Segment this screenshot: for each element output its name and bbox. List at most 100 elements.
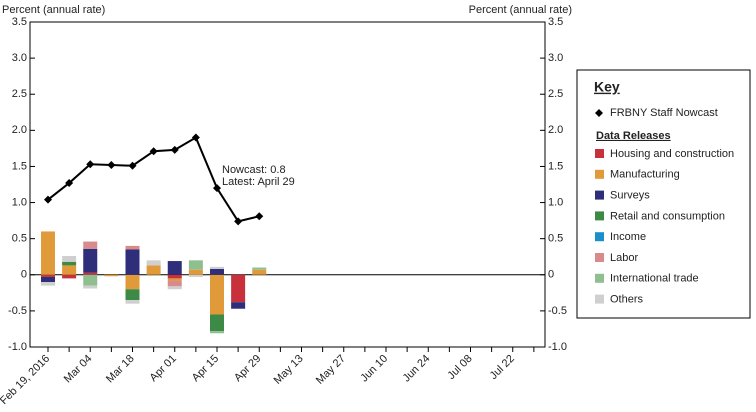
y-tick-label: -0.5: [8, 305, 27, 317]
y2-tick-label: 0.5: [548, 233, 563, 245]
y2-tick-label: 2.5: [548, 88, 563, 100]
bar-segment: [83, 248, 98, 273]
legend-swatch: [595, 253, 604, 262]
bar-segment: [62, 274, 77, 279]
bar-segment: [210, 331, 224, 334]
bar-segment: [188, 260, 203, 270]
bar-segment: [41, 231, 55, 275]
nowcast-point: [234, 217, 243, 226]
bar-segment: [146, 260, 161, 266]
legend-label: Manufacturing: [610, 169, 680, 181]
bar-segment: [125, 300, 140, 304]
y2-tick-label: -0.5: [548, 305, 567, 317]
bar-segment: [146, 265, 161, 275]
y-tick-label: 3.5: [12, 16, 27, 28]
bar-segment: [104, 274, 119, 277]
legend-label: FRBNY Staff Nowcast: [610, 107, 718, 119]
y-tick-label: 0.5: [12, 233, 27, 245]
bar-segment: [83, 285, 98, 289]
bar-segment: [125, 274, 140, 290]
legend-swatch: [595, 273, 604, 283]
y-tick-label: 0: [21, 269, 27, 281]
legend-box: [576, 69, 751, 319]
legend-swatch: [595, 149, 604, 158]
nowcast-point: [149, 147, 158, 156]
y-tick-label: -1.0: [8, 341, 27, 353]
y2-axis-title: Percent (annual rate): [469, 4, 572, 16]
bar-segment: [125, 249, 140, 275]
legend-swatch: [595, 232, 604, 242]
legend-swatch: [595, 169, 604, 179]
bar-segment: [62, 256, 77, 262]
bar-segment: [83, 241, 98, 249]
y-tick-label: 1.5: [12, 160, 27, 172]
y2-tick-label: 3.0: [548, 52, 563, 64]
legend-title: Key: [594, 79, 620, 95]
x-tick-label: Feb 19, 2016: [0, 353, 52, 407]
x-tick-label: Jul 22: [488, 353, 517, 382]
x-tick-label: Apr 01: [148, 353, 179, 384]
y-tick-label: 1.0: [12, 196, 27, 208]
bar-segment: [167, 278, 182, 281]
y2-tick-label: 2.0: [548, 124, 563, 136]
legend-label: Surveys: [610, 190, 650, 202]
x-tick-label: Apr 15: [190, 353, 221, 384]
bar-segment: [210, 266, 224, 269]
legend-label: Housing and construction: [610, 148, 734, 160]
x-tick-label: May 27: [314, 353, 348, 387]
bar-segment: [167, 280, 182, 287]
y2-tick-label: -1.0: [548, 341, 567, 353]
nowcast-point: [170, 145, 179, 154]
x-tick-label: Jul 08: [445, 353, 474, 382]
bar-segment: [252, 269, 267, 275]
nowcast-point: [128, 161, 137, 170]
legend-swatch: [595, 211, 604, 221]
bar-segment: [167, 286, 182, 290]
y-tick-label: 2.5: [12, 88, 27, 100]
x-tick-label: Jun 24: [401, 353, 433, 385]
bar-segment: [188, 274, 203, 277]
nowcast-point: [44, 195, 52, 204]
bar-segment: [210, 314, 224, 332]
bar-segment: [167, 274, 182, 279]
nowcast-point: [255, 212, 264, 221]
legend-label: Others: [610, 294, 644, 306]
annotation: Latest: April 29: [222, 176, 295, 188]
plot-area: [29, 21, 546, 348]
bar-segment: [41, 282, 55, 286]
nowcast-point: [65, 179, 74, 188]
bar-segment: [83, 274, 98, 286]
y-tick-label: 3.0: [12, 52, 27, 64]
y-axis-title: Percent (annual rate): [2, 4, 105, 16]
nowcast-point: [213, 184, 221, 193]
bar-segment: [231, 274, 246, 303]
y2-tick-label: 1.0: [548, 196, 563, 208]
bar-segment: [210, 274, 224, 315]
x-tick-label: Mar 04: [62, 353, 95, 386]
bar-segment: [125, 245, 140, 250]
x-tick-label: May 13: [272, 353, 306, 387]
legend-label: Income: [610, 231, 646, 243]
nowcast-point: [86, 160, 95, 169]
y2-tick-label: 0: [548, 269, 554, 281]
bar-segment: [167, 261, 182, 275]
legend-label: Retail and consumption: [610, 210, 725, 222]
bar-segment: [231, 302, 246, 309]
bar-segment: [62, 261, 77, 266]
bar-segment: [125, 289, 140, 301]
bar-segment: [210, 269, 224, 275]
x-tick-label: Mar 18: [104, 353, 137, 386]
legend-label: Labor: [610, 252, 638, 264]
bar-segment: [41, 274, 55, 277]
nowcast-point: [191, 133, 200, 142]
bar-segment: [62, 265, 77, 275]
legend-marker: [595, 109, 603, 117]
y2-tick-label: 1.5: [548, 160, 563, 172]
nowcast-point: [107, 161, 116, 169]
legend-label: International trade: [610, 273, 699, 285]
annotation: Nowcast: 0.8: [222, 164, 286, 176]
legend-swatch: [595, 190, 604, 200]
bar-segment: [41, 276, 55, 282]
x-tick-label: Jun 10: [358, 353, 390, 385]
bar-segment: [188, 269, 203, 275]
